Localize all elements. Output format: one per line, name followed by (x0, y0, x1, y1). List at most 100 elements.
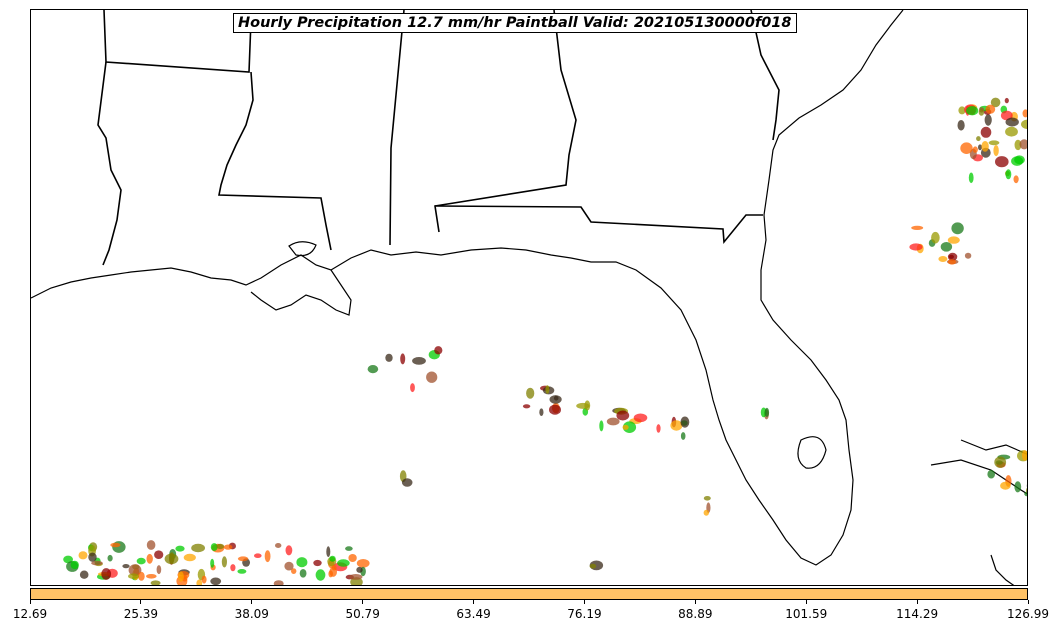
precip-paintball (976, 136, 981, 142)
precip-paintball (426, 371, 438, 383)
precip-paintball (656, 424, 661, 433)
precip-paintball (348, 554, 357, 562)
precip-paintball (164, 553, 179, 565)
precip-paintball (938, 256, 948, 262)
precip-paintball (606, 417, 620, 426)
precip-paintball (216, 543, 225, 550)
precip-paintball (978, 109, 985, 116)
precip-paintball (78, 551, 88, 560)
precip-paintball (154, 550, 164, 559)
precip-paintball (1026, 487, 1027, 494)
precip-paintball (88, 552, 97, 562)
precip-paintball (237, 569, 247, 574)
colorbar-tick (694, 600, 696, 604)
precip-paintball (984, 114, 992, 126)
coastline (31, 10, 1027, 585)
precip-paintball (985, 104, 996, 114)
colorbar-tick (29, 600, 31, 604)
precip-paintball (1013, 175, 1019, 184)
precip-paintball (703, 496, 711, 501)
precip-paintball (589, 563, 597, 569)
precip-paintball (210, 543, 218, 552)
precip-paintball (911, 225, 924, 230)
precip-paintball (223, 544, 233, 550)
precip-paintball (703, 509, 709, 516)
precip-paintball (522, 404, 531, 409)
precip-paintball (156, 565, 162, 575)
precip-paintball (385, 353, 393, 362)
precip-paintball (966, 106, 979, 116)
precip-paintball (764, 407, 770, 417)
precip-paintball (1011, 156, 1024, 166)
colorbar-tick (583, 600, 585, 604)
colorbar-tick-label: 63.49 (456, 607, 491, 621)
precip-paintball (128, 564, 142, 576)
precip-paintball (951, 222, 964, 235)
precip-paintball (146, 553, 153, 564)
precip-paintball (285, 545, 293, 556)
precip-paintball (128, 573, 139, 579)
precip-paintball (931, 231, 940, 244)
precip-paintball (329, 555, 336, 562)
precip-paintball (995, 156, 1009, 168)
map-title: Hourly Precipitation 12.7 mm/hr Paintbal… (233, 13, 797, 33)
precip-paintball (110, 542, 121, 548)
precip-paintball (958, 106, 966, 115)
precip-paintball (972, 146, 978, 153)
precip-paintball (1022, 450, 1027, 461)
precip-paintball (63, 555, 73, 564)
colorbar-tick-label: 114.29 (896, 607, 939, 621)
colorbar-tick-label: 88.89 (678, 607, 713, 621)
precip-paintball (622, 421, 637, 434)
precip-paintball (275, 543, 282, 548)
precip-paintball (356, 559, 370, 568)
precip-paintball (237, 556, 249, 562)
precip-paintball (91, 560, 103, 566)
precip-paintball (196, 579, 203, 585)
precip-paintball (599, 420, 604, 432)
precip-paintball (947, 236, 960, 244)
precip-paintball (345, 546, 353, 551)
precip-paintball (680, 432, 686, 440)
precip-paintball (994, 456, 1007, 468)
colorbar-tick-label: 50.79 (345, 607, 380, 621)
colorbar-tick (362, 600, 364, 604)
precip-paintball (1026, 484, 1027, 488)
precip-paintball (326, 546, 331, 558)
precip-paintball (313, 559, 322, 567)
precip-paintball (183, 553, 196, 562)
precip-paintball (1024, 491, 1027, 497)
precip-paintball (940, 242, 953, 252)
precip-paintball (545, 385, 550, 394)
state-borders (97, 10, 780, 266)
precip-paintball (221, 556, 227, 568)
precip-paintball (1027, 96, 1028, 105)
precip-paintball (254, 553, 262, 558)
precip-paintball (107, 554, 113, 562)
precip-paintball (434, 346, 443, 355)
precip-paintball (349, 574, 363, 580)
precip-paintball (138, 571, 145, 581)
precip-paintball (539, 408, 544, 417)
precipitation-paintballs (63, 96, 1028, 585)
precip-paintball (1004, 97, 1009, 104)
precip-paintball (622, 424, 629, 430)
precip-paintball (201, 575, 207, 584)
precip-paintball (987, 469, 995, 479)
precip-paintball (146, 574, 157, 579)
precip-paintball (584, 400, 591, 411)
precip-paintball (549, 395, 562, 404)
precip-paintball (964, 252, 972, 259)
precip-paintball (960, 142, 973, 154)
precip-paintball (981, 141, 989, 152)
colorbar-tick-label: 25.39 (123, 607, 159, 621)
colorbar-tick (916, 600, 918, 604)
precip-paintball (191, 543, 206, 553)
precip-paintball (1014, 139, 1022, 151)
precip-paintball (367, 365, 379, 374)
precip-paintball (291, 568, 297, 574)
precip-paintball (1021, 119, 1027, 129)
colorbar-tick (473, 600, 475, 604)
colorbar-tick-label: 126.99 (1007, 607, 1049, 621)
colorbar-tick (805, 600, 807, 604)
